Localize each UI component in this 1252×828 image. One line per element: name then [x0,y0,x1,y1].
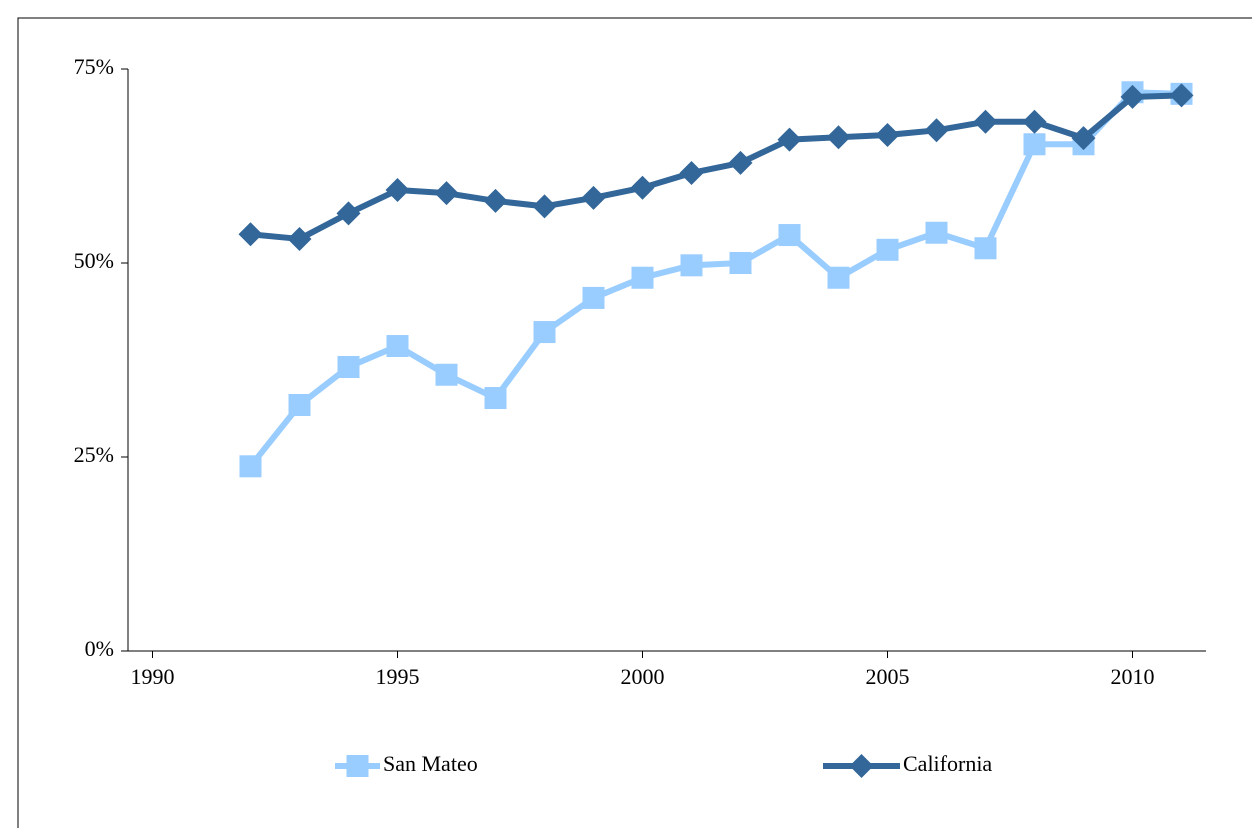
marker [238,222,263,247]
marker [974,237,997,260]
marker [679,160,704,185]
marker [680,254,703,277]
marker [287,226,312,251]
marker [1022,109,1047,134]
marker [483,188,508,213]
marker [532,194,557,219]
marker [631,266,654,289]
y-tick-label: 25% [74,442,114,467]
marker [288,394,311,417]
marker [826,125,851,150]
marker [876,238,899,261]
marker [973,109,998,134]
marker [434,181,459,206]
x-tick-label: 1990 [131,664,175,689]
y-tick-label: 50% [74,248,114,273]
marker [435,363,458,386]
marker [630,175,655,200]
marker [827,266,850,289]
marker [777,127,802,152]
chart-frame [17,17,1252,828]
marker [385,178,410,203]
marker [778,224,801,247]
marker [875,122,900,147]
marker [925,221,948,244]
marker [924,118,949,143]
x-tick-label: 2010 [1111,664,1155,689]
legend-label: San Mateo [383,751,478,776]
marker [336,201,361,226]
marker [729,252,752,274]
x-tick-label: 2005 [866,664,910,689]
legend-label: California [903,751,992,776]
marker [484,387,507,410]
y-tick-label: 0% [85,636,114,661]
marker [1071,126,1096,151]
marker [728,150,753,175]
marker [533,321,556,344]
series-line [250,92,1182,242]
marker [582,286,605,309]
x-tick-label: 1995 [376,664,420,689]
marker [581,185,606,210]
marker [1169,83,1194,108]
marker [1120,84,1145,109]
marker [1023,133,1046,156]
marker [386,335,409,358]
x-tick-label: 2000 [621,664,665,689]
marker [849,754,874,778]
marker [239,455,262,478]
marker [346,755,369,777]
y-tick-label: 75% [74,54,114,79]
marker [337,355,360,378]
